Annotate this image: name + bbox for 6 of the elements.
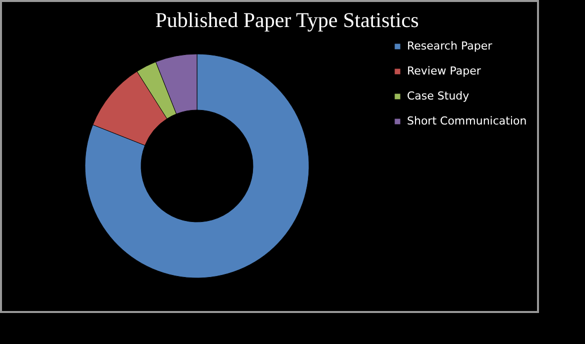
legend-label: Case Study xyxy=(407,90,470,102)
chart-title: Published Paper Type Statistics xyxy=(155,8,419,32)
legend-label: Review Paper xyxy=(407,64,482,78)
legend-label: Short Communication xyxy=(407,114,527,128)
legend-label: Research Paper xyxy=(407,40,493,52)
donut-slice xyxy=(84,54,310,278)
